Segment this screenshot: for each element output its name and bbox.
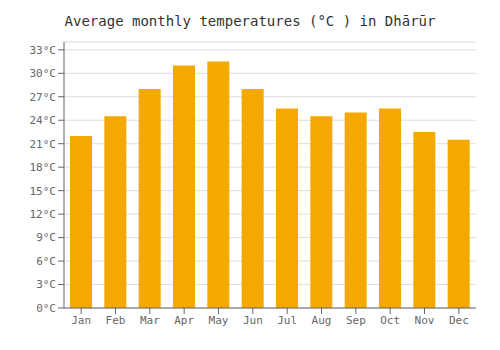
svg-text:Mar: Mar xyxy=(140,314,160,327)
svg-text:Apr: Apr xyxy=(174,314,194,327)
svg-text:Sep: Sep xyxy=(346,314,366,327)
svg-text:9°C: 9°C xyxy=(36,231,56,244)
svg-text:Jul: Jul xyxy=(277,314,297,327)
svg-text:Nov: Nov xyxy=(415,314,435,327)
html-text:Average monthly temperatures (: Average monthly temperatures (°C ) in Dh… xyxy=(64,13,436,29)
svg-text:24°C: 24°C xyxy=(30,114,57,127)
svg-text:0°C: 0°C xyxy=(36,302,56,315)
svg-text:Dec: Dec xyxy=(449,314,469,327)
svg-text:Oct: Oct xyxy=(380,314,400,327)
svg-text:27°C: 27°C xyxy=(30,91,57,104)
svg-text:Aug: Aug xyxy=(312,314,332,327)
svg-text:May: May xyxy=(209,314,229,327)
svg-text:18°C: 18°C xyxy=(30,161,57,174)
svg-text:Jan: Jan xyxy=(71,314,91,327)
svg-text:33°C: 33°C xyxy=(30,44,57,57)
svg-text:21°C: 21°C xyxy=(30,138,57,151)
svg-text:12°C: 12°C xyxy=(30,208,57,221)
svg-text:3°C: 3°C xyxy=(36,278,56,291)
svg-text:6°C: 6°C xyxy=(36,255,56,268)
svg-text:Feb: Feb xyxy=(106,314,126,327)
svg-text:15°C: 15°C xyxy=(30,185,57,198)
svg-text:Jun: Jun xyxy=(243,314,263,327)
svg-text:30°C: 30°C xyxy=(30,67,57,80)
